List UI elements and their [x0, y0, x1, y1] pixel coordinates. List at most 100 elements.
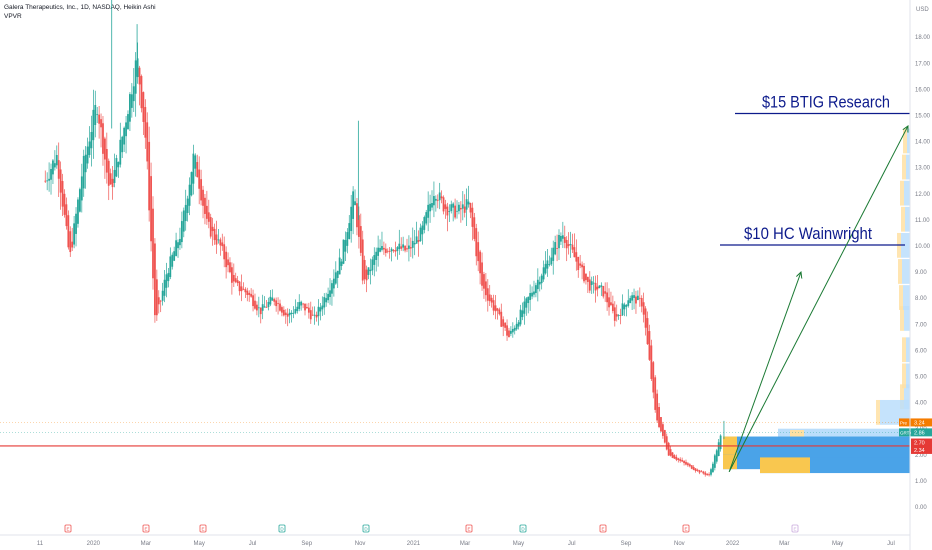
time-tick-label: Jul [568, 541, 576, 547]
candle-body [227, 259, 229, 266]
candle-body [232, 275, 235, 282]
candle-body [681, 460, 684, 462]
candle-body [700, 471, 703, 473]
price-tick-label: 16.00 [915, 87, 931, 93]
candle-body [479, 251, 482, 274]
time-tick-label: Mar [779, 541, 789, 547]
earnings-marker-label: E [601, 527, 604, 532]
candle-body [706, 473, 709, 475]
candle-body [119, 139, 122, 165]
candle-body [400, 246, 403, 249]
candle-body [211, 226, 214, 232]
time-tick-label: May [513, 541, 524, 547]
candle-body [610, 302, 612, 306]
candle-body [171, 254, 174, 267]
candle-body [246, 290, 249, 295]
event-marker [791, 524, 799, 533]
price-tick-label: 11.00 [915, 218, 930, 224]
candle-body [296, 306, 299, 312]
price-label-prefix: GRTX [900, 430, 912, 435]
price-axis[interactable]: USD 18.00 17.00 16.00 15.00 14.00 13.00 12.00 11… [899, 7, 932, 511]
candle-body [685, 461, 687, 465]
candle-body [656, 393, 659, 421]
candle-body [490, 297, 493, 303]
candle-body [565, 239, 568, 249]
candle-body [448, 211, 451, 212]
candle-body [53, 163, 56, 168]
candle-body [279, 303, 281, 311]
candle-body [371, 259, 374, 271]
candle-body [406, 248, 408, 250]
price-tick-label: 12.00 [915, 192, 931, 198]
volume-profile-row [902, 259, 910, 284]
volume-profile-row [901, 232, 910, 258]
candle-body [346, 232, 349, 246]
candle-body [373, 255, 376, 265]
candle-body [205, 205, 208, 219]
candle-body [413, 242, 416, 245]
price-tick-label: 7.00 [915, 322, 927, 328]
candle-body [411, 240, 414, 248]
candle-body [369, 269, 372, 272]
candle-body [221, 242, 224, 247]
candle-body [250, 293, 253, 297]
candle-body [311, 314, 314, 316]
time-axis[interactable]: 11 2020 Mar May Jul Sep Nov 2021 Mar May Jul Sep Nov… [37, 541, 895, 547]
candle-body [598, 285, 601, 289]
candle-body [236, 280, 239, 284]
candle-body [519, 309, 522, 325]
candle-body [223, 244, 226, 260]
candle-body [248, 292, 251, 295]
candle-body [536, 279, 539, 290]
candle-body [175, 240, 177, 256]
time-tick-label: Sep [301, 541, 312, 547]
candle-body [719, 435, 722, 450]
candle-body [421, 225, 424, 235]
candle-body [596, 286, 599, 290]
dividend-marker-label: D [364, 527, 368, 532]
volume-profile-row [902, 337, 906, 363]
candle-body [602, 286, 605, 297]
candle-body [57, 160, 60, 179]
price-label-tag [899, 428, 911, 437]
candle-body [419, 227, 422, 242]
candle-body [594, 282, 597, 291]
candle-body [660, 417, 662, 432]
volume-profile-row [902, 363, 906, 389]
candle-body [102, 123, 104, 154]
candle-body [359, 226, 362, 253]
candle-body [398, 243, 401, 250]
candle-body [125, 122, 127, 137]
candle-body [662, 424, 664, 436]
candle-body [483, 274, 485, 289]
candle-body [675, 456, 678, 460]
candle-body [492, 300, 495, 311]
candle-body [352, 191, 355, 219]
candle-body [683, 460, 685, 464]
candle-body [535, 285, 537, 294]
candle-body [152, 208, 154, 279]
candle-body [96, 114, 99, 116]
candle-body [167, 272, 170, 282]
candle-body [577, 256, 580, 271]
candle-body [263, 306, 266, 308]
candle-body [230, 267, 233, 283]
candle-body [329, 290, 331, 298]
candle-body [415, 236, 418, 244]
candle-body [136, 58, 139, 78]
candle-body [321, 305, 324, 310]
candle-body [615, 314, 618, 317]
candle-body [363, 259, 366, 280]
candle-body [611, 303, 614, 312]
candle-body [444, 204, 447, 209]
candle-body [348, 223, 351, 239]
indicator-label: VPVR [4, 13, 22, 20]
candle-body [496, 308, 499, 311]
candle-body [636, 295, 639, 301]
earnings-marker-label: E [467, 527, 470, 532]
price-tick-label: 14.00 [915, 140, 931, 146]
candle-body [433, 196, 435, 206]
candle-body [357, 215, 360, 237]
candle-body [163, 279, 166, 296]
